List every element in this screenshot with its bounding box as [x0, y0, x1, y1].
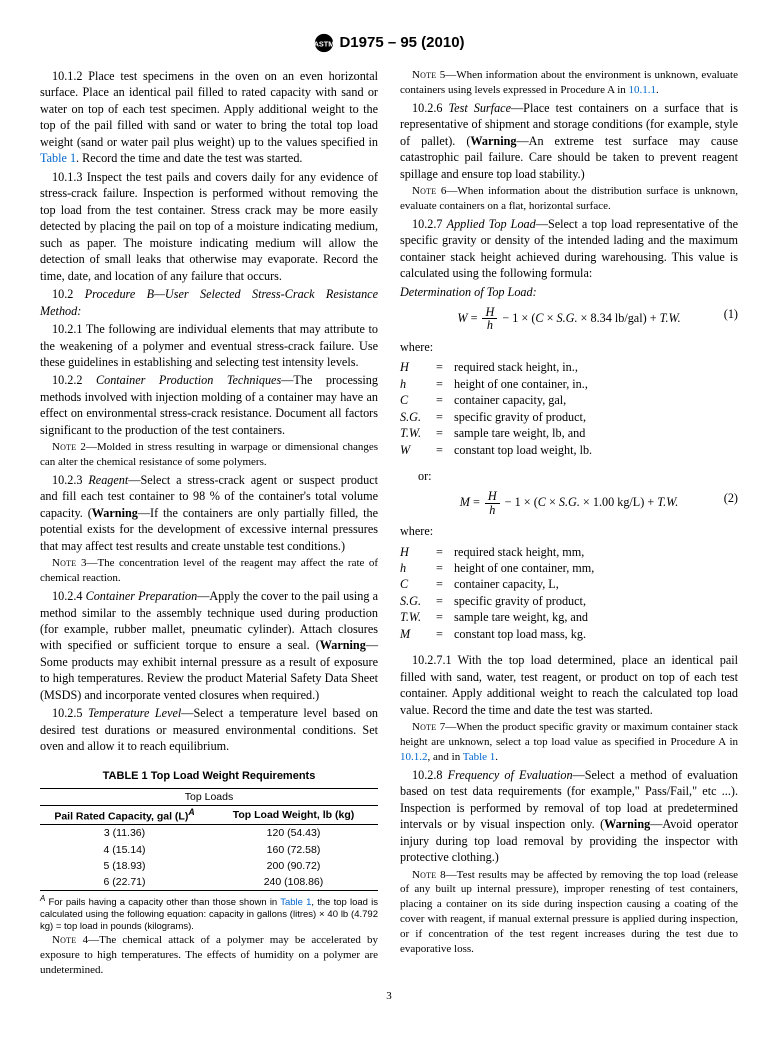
- note-7: Note 7—When the product specific gravity…: [400, 720, 738, 765]
- table-row: 6 (22.71)240 (108.86): [40, 874, 378, 891]
- para-10-2-2: 10.2.2 Container Production Techniques—T…: [40, 372, 378, 438]
- note-6: Note 6—When information about the distri…: [400, 184, 738, 214]
- table1-link-2[interactable]: Table 1: [463, 751, 496, 763]
- definitions-1: H=required stack height, in.,h=height of…: [400, 359, 738, 458]
- equation-1: W = Hh − 1 × (C × S.G. × 8.34 lb/gal) + …: [400, 306, 738, 333]
- definition-row: S.G.=specific gravity of product,: [400, 409, 738, 425]
- table-col1-header: Pail Rated Capacity, gal (L)A: [40, 805, 209, 825]
- or-label: or:: [400, 468, 738, 484]
- determination-heading: Determination of Top Load:: [400, 284, 738, 300]
- link-10-1-1[interactable]: 10.1.1: [629, 84, 657, 96]
- table-row: 3 (11.36)120 (54.43): [40, 825, 378, 842]
- para-10-2: 10.2 Procedure B—User Selected Stress-Cr…: [40, 286, 378, 319]
- equation-2: M = Hh − 1 × (C × S.G. × 1.00 kg/L) + T.…: [400, 490, 738, 517]
- standard-number: D1975 – 95 (2010): [339, 34, 464, 51]
- table1-footnote-link[interactable]: Table 1: [280, 897, 311, 908]
- para-10-2-7-1: 10.2.7.1 With the top load determined, p…: [400, 652, 738, 718]
- table-body: Top Loads Pail Rated Capacity, gal (L)A …: [40, 788, 378, 892]
- table-footnote: A For pails having a capacity other than…: [40, 894, 378, 933]
- definition-row: M=constant top load mass, kg.: [400, 626, 738, 642]
- note-2: Note 2—Molded in stress resulting in war…: [40, 440, 378, 470]
- definition-row: H=required stack height, in.,: [400, 359, 738, 375]
- table-row: 4 (15.14)160 (72.58): [40, 842, 378, 858]
- document-header: ASTM D1975 – 95 (2010): [40, 32, 738, 54]
- table1-link[interactable]: Table 1: [40, 151, 76, 165]
- page: ASTM D1975 – 95 (2010) 10.1.2 Place test …: [0, 0, 778, 1041]
- table-1: TABLE 1 Top Load Weight Requirements Top…: [40, 769, 378, 933]
- definition-row: W=constant top load weight, lb.: [400, 442, 738, 458]
- para-10-2-1: 10.2.1 The following are individual elem…: [40, 321, 378, 370]
- definition-row: h=height of one container, mm,: [400, 560, 738, 576]
- para-10-1-3: 10.1.3 Inspect the test pails and covers…: [40, 169, 378, 284]
- note-8: Note 8—Test results may be affected by r…: [400, 868, 738, 957]
- para-10-2-6: 10.2.6 Test Surface—Place test container…: [400, 100, 738, 182]
- svg-text:ASTM: ASTM: [314, 40, 335, 49]
- definition-row: H=required stack height, mm,: [400, 544, 738, 560]
- definition-row: C=container capacity, gal,: [400, 392, 738, 408]
- page-number: 3: [40, 989, 738, 1004]
- astm-logo-icon: ASTM: [313, 32, 335, 54]
- where-2: where:: [400, 523, 738, 539]
- definition-row: h=height of one container, in.,: [400, 376, 738, 392]
- note-4: Note 4—The chemical attack of a polymer …: [40, 933, 378, 978]
- para-10-1-2: 10.1.2 Place test specimens in the oven …: [40, 68, 378, 167]
- para-10-2-5: 10.2.5 Temperature Level—Select a temper…: [40, 705, 378, 754]
- para-10-2-8: 10.2.8 Frequency of Evaluation—Select a …: [400, 767, 738, 866]
- para-10-2-4: 10.2.4 Container Preparation—Apply the c…: [40, 588, 378, 703]
- definition-row: T.W.=sample tare weight, kg, and: [400, 609, 738, 625]
- link-10-1-2[interactable]: 10.1.2: [400, 751, 428, 763]
- para-10-2-3: 10.2.3 Reagent—Select a stress-crack age…: [40, 472, 378, 554]
- where-1: where:: [400, 339, 738, 355]
- table-col2-header: Top Load Weight, lb (kg): [209, 805, 378, 825]
- note-3: Note 3—The concentration level of the re…: [40, 556, 378, 586]
- table-title: TABLE 1 Top Load Weight Requirements: [40, 769, 378, 784]
- table-spanner: Top Loads: [40, 788, 378, 805]
- note-5: Note 5—When information about the enviro…: [400, 68, 738, 98]
- table-row: 5 (18.93)200 (90.72): [40, 858, 378, 874]
- definition-row: S.G.=specific gravity of product,: [400, 593, 738, 609]
- body-columns: 10.1.2 Place test specimens in the oven …: [40, 68, 738, 977]
- para-10-2-7: 10.2.7 Applied Top Load—Select a top loa…: [400, 216, 738, 282]
- definition-row: T.W.=sample tare weight, lb, and: [400, 425, 738, 441]
- definitions-2: H=required stack height, mm,h=height of …: [400, 544, 738, 643]
- definition-row: C=container capacity, L,: [400, 576, 738, 592]
